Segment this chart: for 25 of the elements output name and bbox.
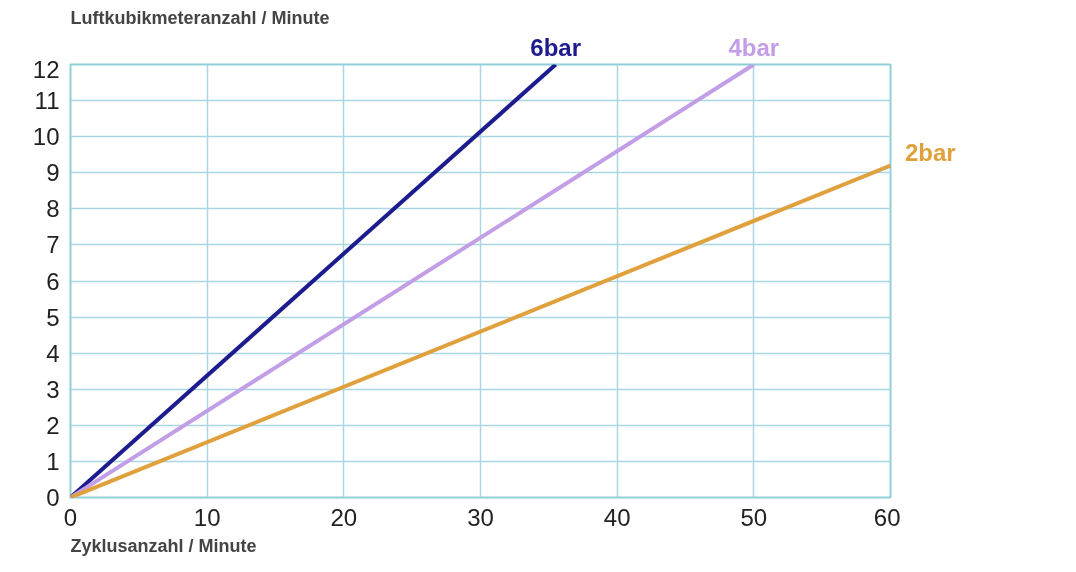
x-tick-label: 10 xyxy=(193,503,221,531)
x-tick-label: 60 xyxy=(873,503,901,531)
y-tick-label: 7 xyxy=(46,231,60,259)
x-tick-label: 20 xyxy=(330,503,358,531)
x-tick-label: 0 xyxy=(63,503,78,531)
x-tick-label: 50 xyxy=(740,503,768,531)
x-tick-label: 30 xyxy=(467,503,494,531)
series-label: 4bar xyxy=(728,33,780,61)
y-tick-label: 3 xyxy=(46,375,60,403)
y-tick-label: 5 xyxy=(46,303,60,331)
y-tick-label: 12 xyxy=(32,55,60,83)
y-tick-label: 11 xyxy=(34,87,60,115)
y-tick-label: 2 xyxy=(46,411,60,439)
y-tick-label: 0 xyxy=(46,484,60,511)
y-tick-label: 9 xyxy=(46,159,60,187)
y-axis-title: Luftkubikmeteranzahl / Minute xyxy=(70,7,330,28)
y-tick-label: 8 xyxy=(46,195,60,223)
y-tick-label: 1 xyxy=(46,447,60,475)
series-label: 2bar xyxy=(905,138,956,166)
y-tick-label: 6 xyxy=(46,267,60,295)
series-label: 6bar xyxy=(530,33,582,61)
x-tick-label: 40 xyxy=(603,503,631,531)
x-axis-title: Zyklusanzahl / Minute xyxy=(70,535,257,556)
y-tick-label: 4 xyxy=(46,339,60,367)
y-tick-label: 10 xyxy=(32,123,60,151)
